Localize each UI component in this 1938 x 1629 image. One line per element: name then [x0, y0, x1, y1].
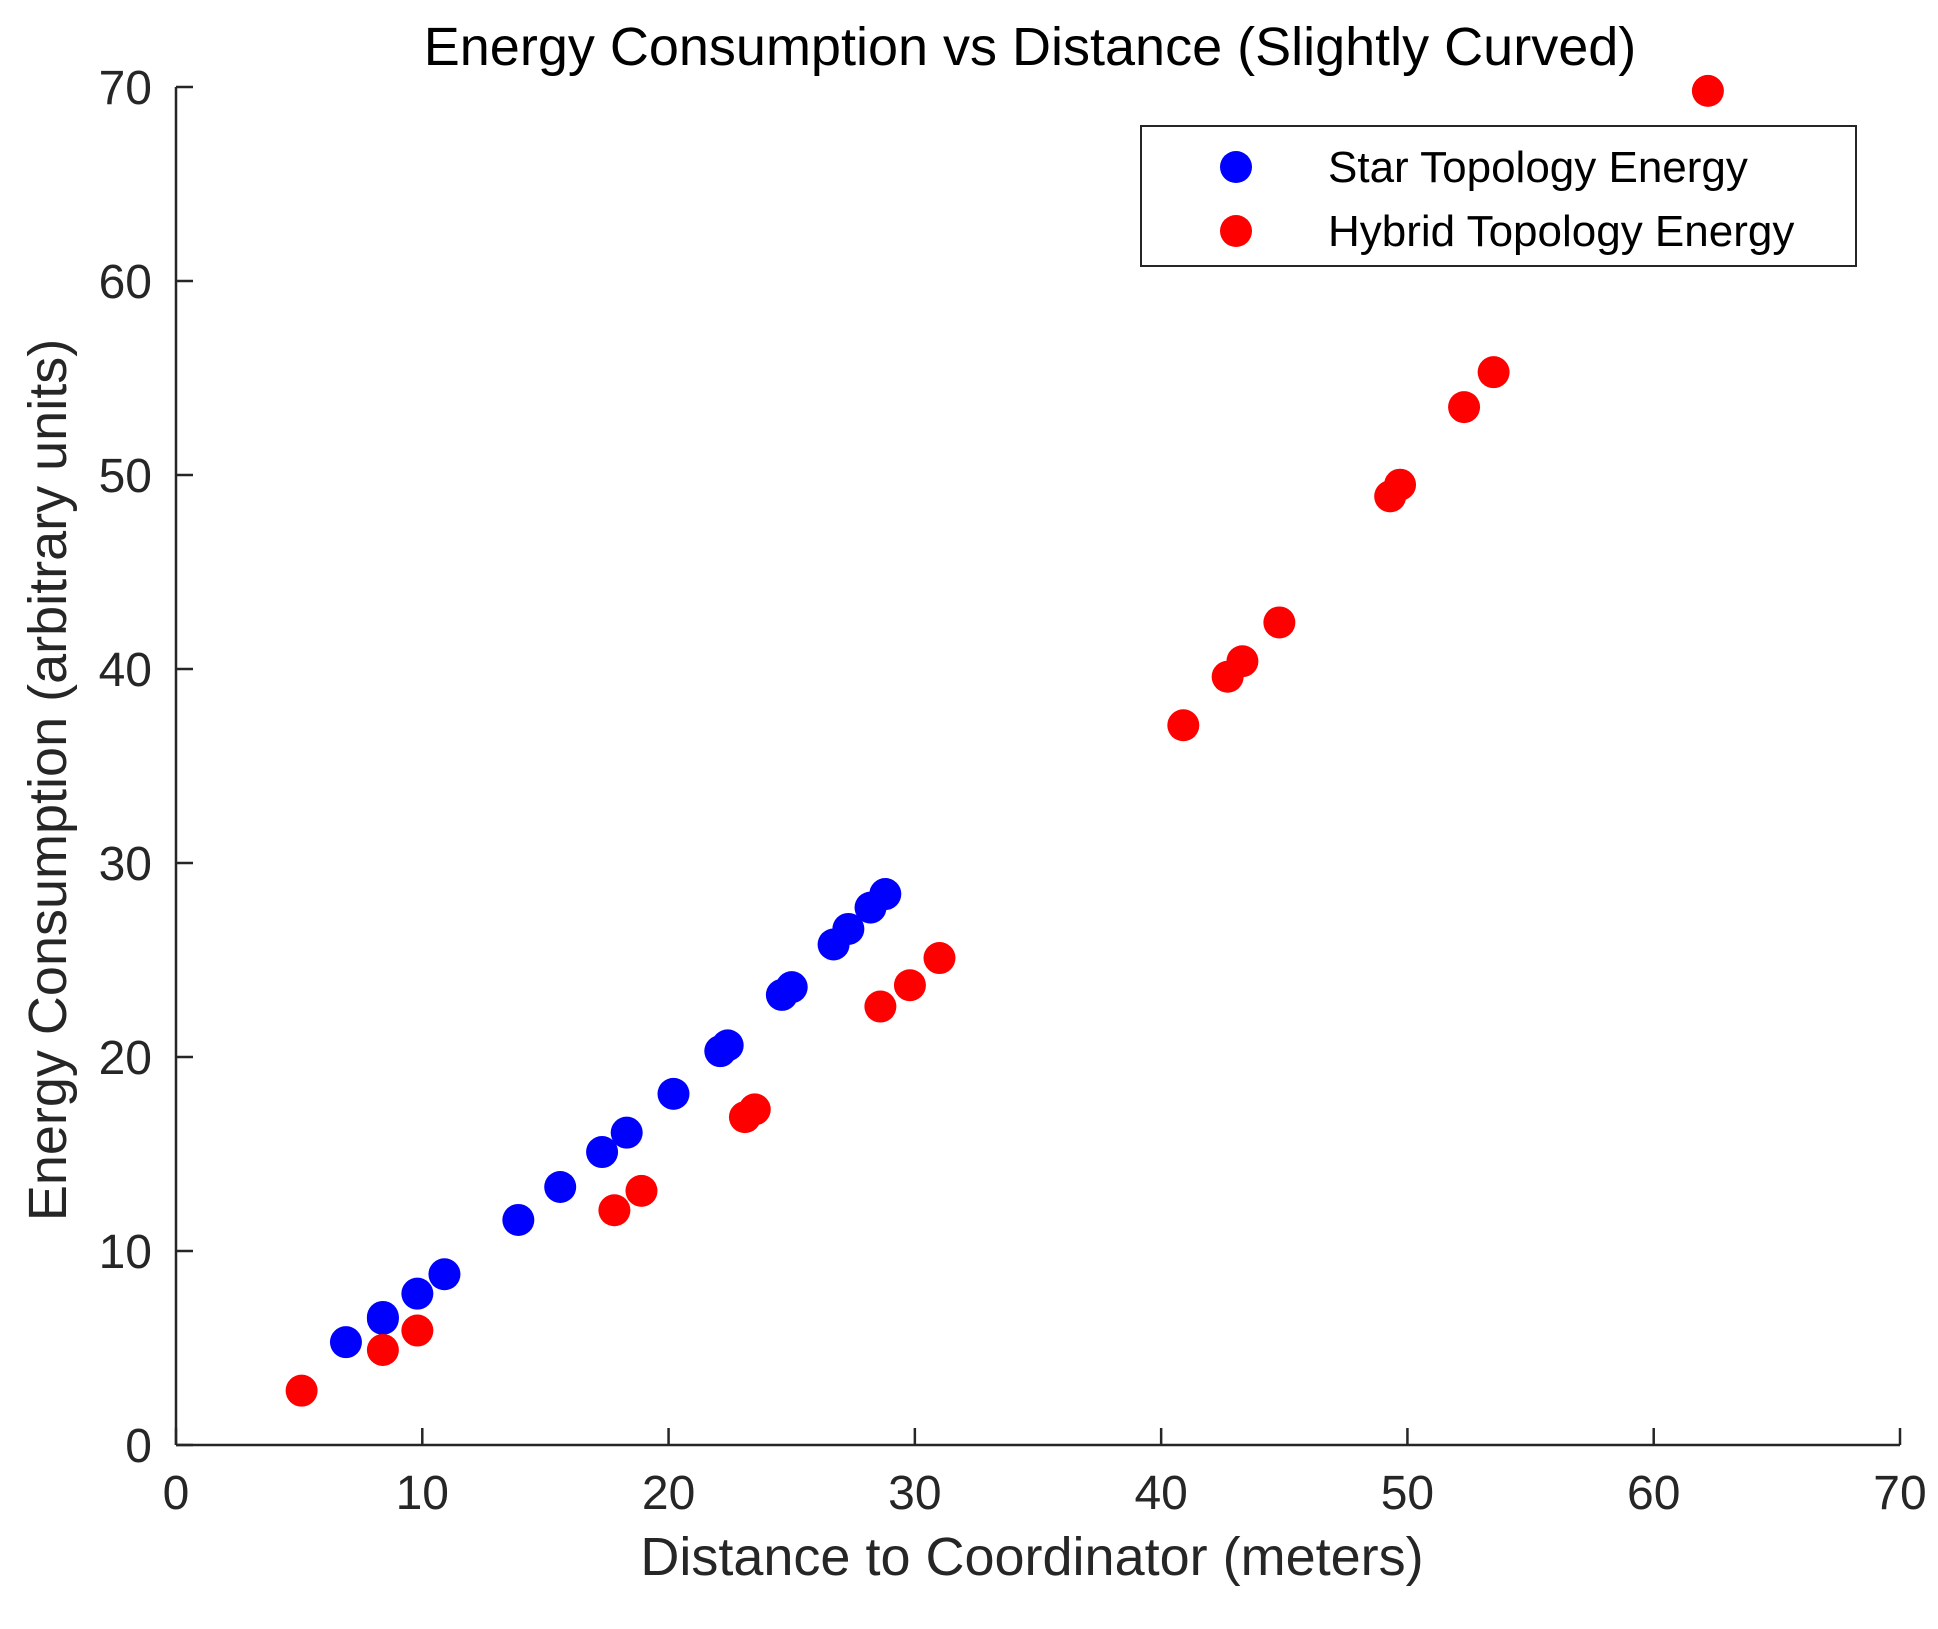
x-axis-label: Distance to Coordinator (meters) — [640, 1527, 1423, 1587]
data-point-star-topology-energy — [832, 912, 865, 945]
legend: Star Topology Energy Hybrid Topology Ene… — [1140, 125, 1857, 267]
x-tick-label: 30 — [888, 1467, 941, 1520]
data-point-star-topology-energy — [401, 1277, 434, 1310]
data-point-hybrid-topology-energy — [1477, 356, 1510, 389]
data-point-star-topology-energy — [586, 1136, 619, 1169]
x-tick-label: 0 — [163, 1467, 190, 1520]
y-tick-label: 60 — [99, 256, 152, 309]
data-point-hybrid-topology-energy — [864, 990, 897, 1023]
data-point-hybrid-topology-energy — [1691, 74, 1724, 107]
data-point-hybrid-topology-energy — [1167, 709, 1200, 742]
y-tick-label: 40 — [99, 644, 152, 697]
data-point-star-topology-energy — [711, 1029, 744, 1062]
data-point-star-topology-energy — [775, 971, 808, 1004]
x-tick-label: 50 — [1381, 1467, 1434, 1520]
legend-box — [1140, 125, 1857, 267]
x-tick-label: 20 — [642, 1467, 695, 1520]
data-point-hybrid-topology-energy — [1226, 645, 1259, 678]
data-point-hybrid-topology-energy — [923, 942, 956, 975]
data-point-hybrid-topology-energy — [1448, 391, 1481, 424]
y-tick-label: 10 — [99, 1226, 152, 1279]
data-point-hybrid-topology-energy — [893, 969, 926, 1002]
legend-marker-hybrid — [1220, 215, 1252, 247]
x-tick-label: 60 — [1627, 1467, 1680, 1520]
data-points — [285, 74, 1724, 1407]
data-point-hybrid-topology-energy — [285, 1374, 318, 1407]
data-point-hybrid-topology-energy — [738, 1093, 771, 1126]
legend-label-star: Star Topology Energy — [1328, 143, 1748, 192]
plot-area: 0 10 20 30 40 50 60 70 0 10 20 30 40 50 60 70 — [99, 62, 1927, 1520]
data-point-hybrid-topology-energy — [1384, 468, 1417, 501]
legend-marker-star — [1220, 151, 1252, 183]
data-point-star-topology-energy — [502, 1203, 535, 1236]
y-tick-label: 70 — [99, 62, 152, 115]
y-tick-label: 20 — [99, 1032, 152, 1085]
data-point-hybrid-topology-energy — [1263, 606, 1296, 639]
chart-title: Energy Consumption vs Distance (Slightly… — [424, 17, 1637, 77]
y-tick-label: 50 — [99, 450, 152, 503]
data-point-star-topology-energy — [544, 1170, 577, 1203]
data-point-star-topology-energy — [657, 1077, 690, 1110]
data-point-hybrid-topology-energy — [625, 1174, 658, 1207]
y-tick-label: 30 — [99, 838, 152, 891]
x-tick-label: 70 — [1873, 1467, 1926, 1520]
y-tick-label: 0 — [125, 1420, 152, 1473]
data-point-hybrid-topology-energy — [598, 1194, 631, 1227]
data-point-star-topology-energy — [329, 1326, 362, 1359]
legend-label-hybrid: Hybrid Topology Energy — [1328, 207, 1794, 256]
y-axis-label: Energy Consumption (arbitrary units) — [18, 339, 78, 1221]
x-tick-label: 10 — [396, 1467, 449, 1520]
data-point-star-topology-energy — [428, 1258, 461, 1291]
x-axis-ticks: 0 10 20 30 40 50 60 70 — [163, 1428, 1927, 1520]
data-point-star-topology-energy — [366, 1300, 399, 1333]
data-point-hybrid-topology-energy — [401, 1314, 434, 1347]
data-point-star-topology-energy — [869, 878, 902, 911]
y-axis-ticks: 0 10 20 30 40 50 60 70 — [99, 62, 193, 1473]
data-point-star-topology-energy — [610, 1116, 643, 1149]
x-tick-label: 40 — [1134, 1467, 1187, 1520]
data-point-hybrid-topology-energy — [366, 1333, 399, 1366]
